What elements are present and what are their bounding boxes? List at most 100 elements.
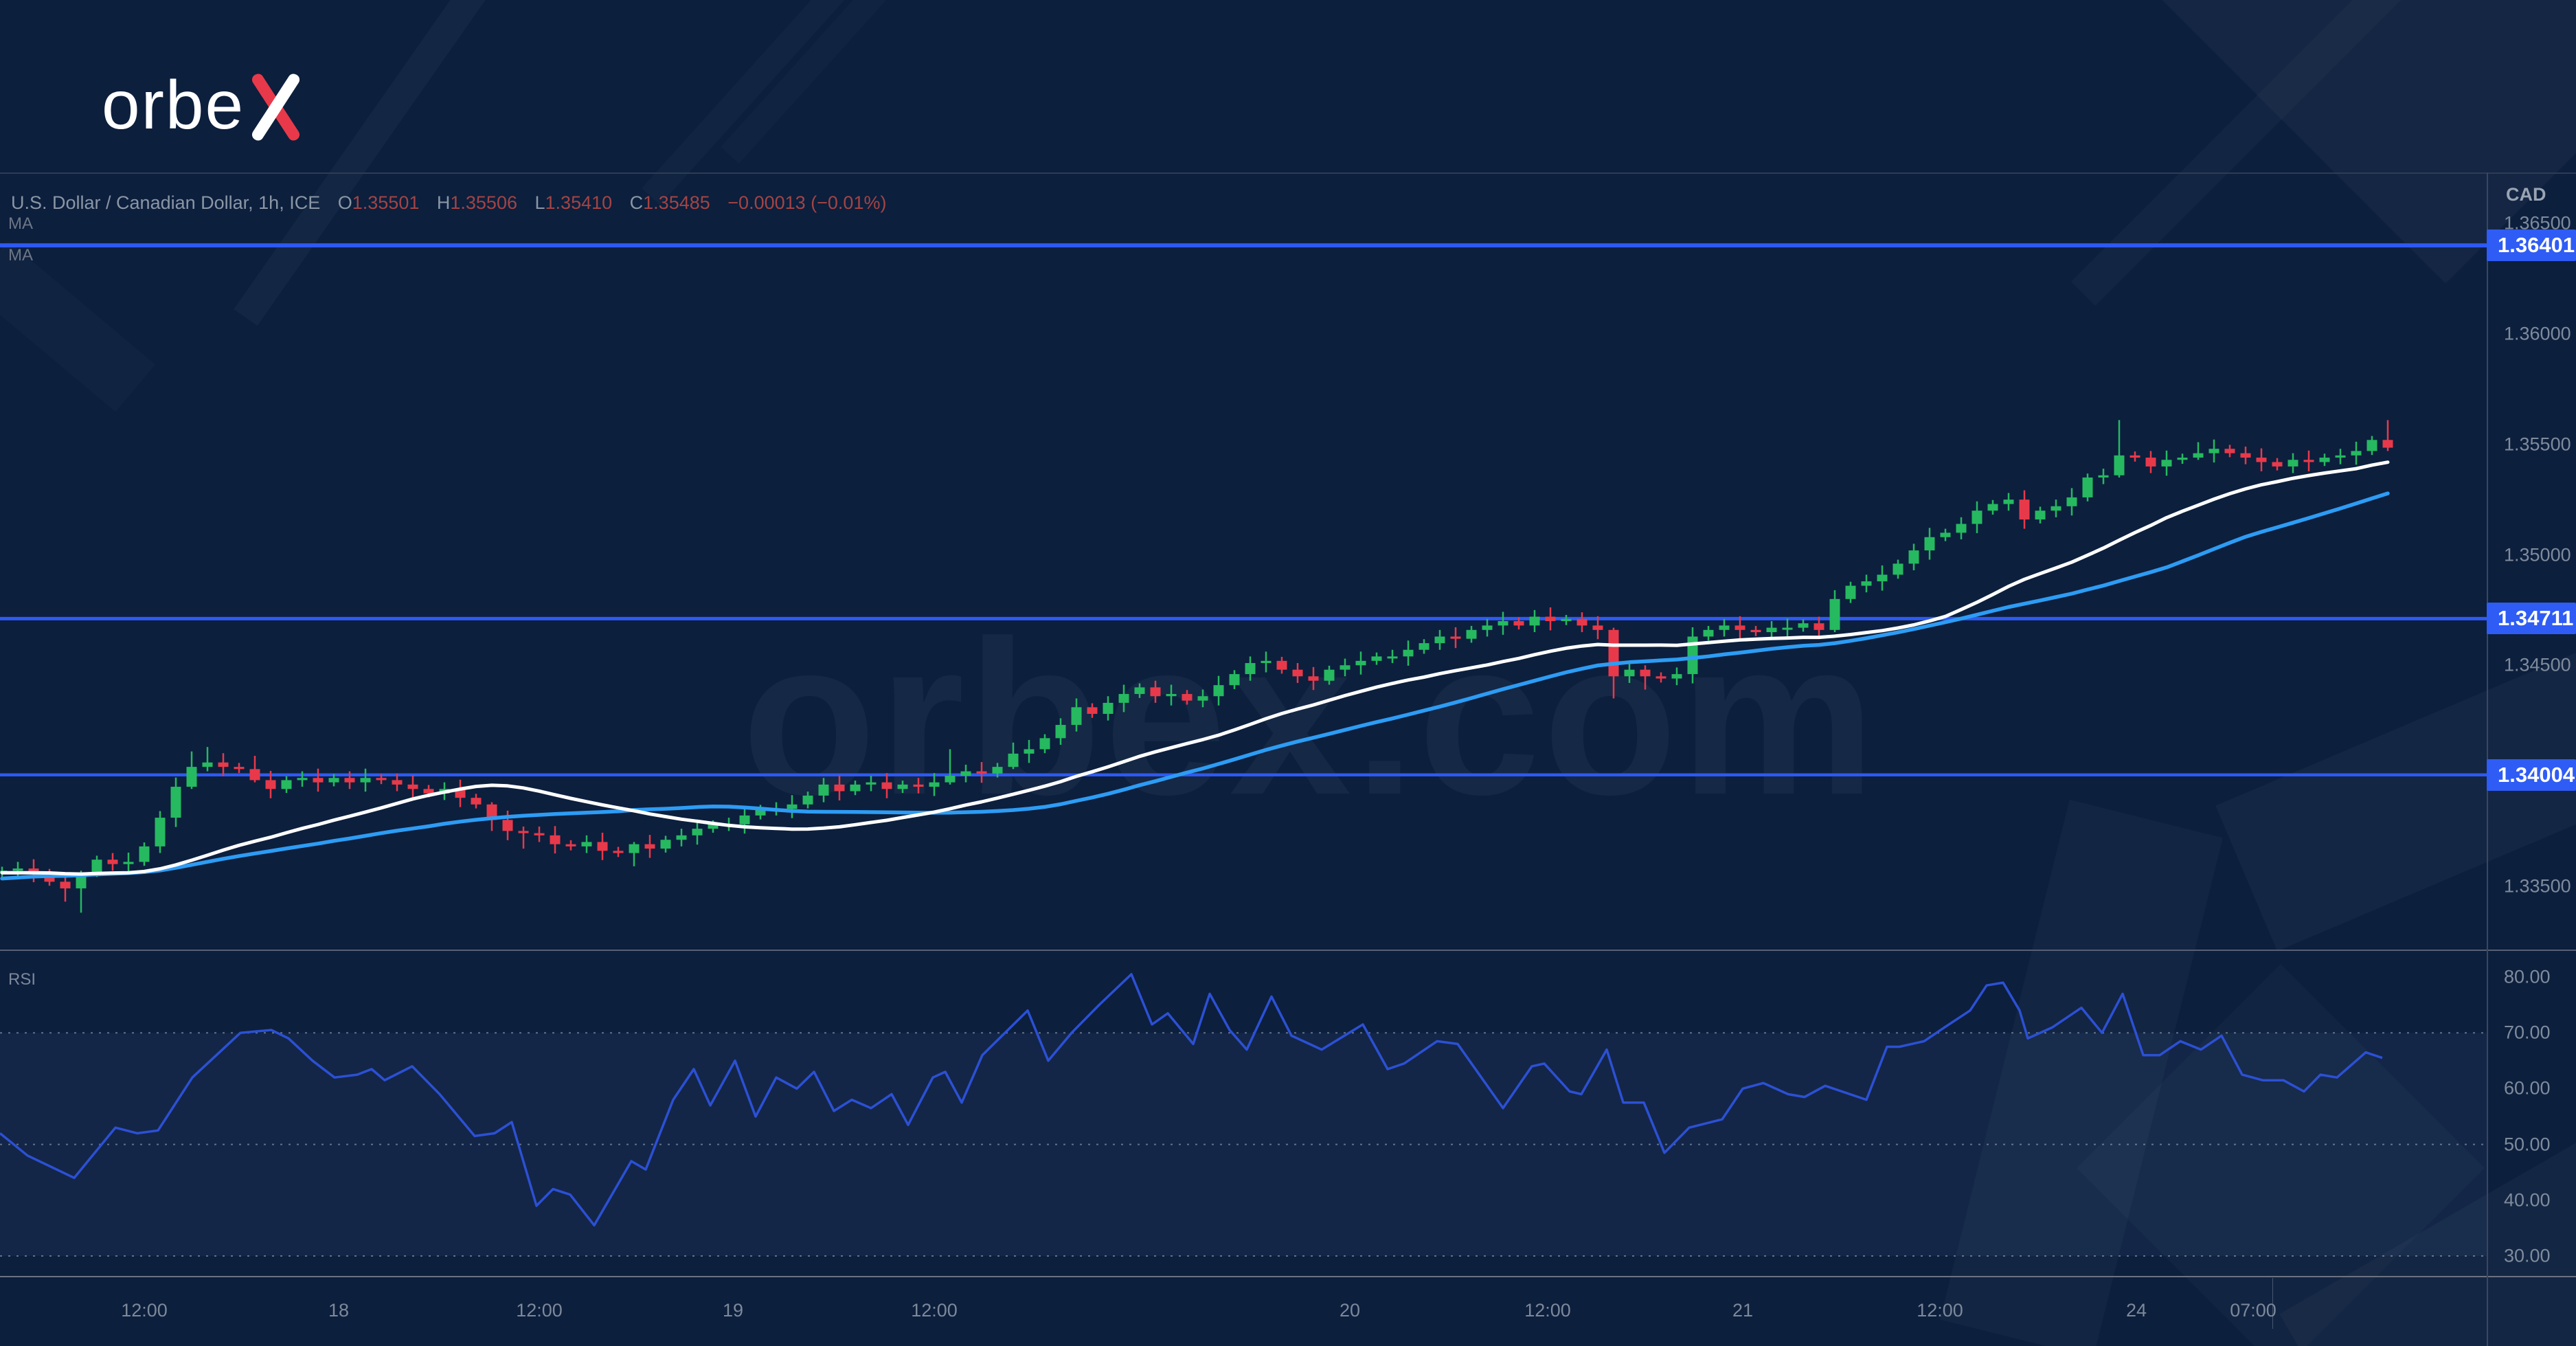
candle-body	[471, 798, 482, 805]
candle-body	[1213, 685, 1224, 697]
candle-body	[1403, 649, 1414, 657]
candle-body	[676, 835, 687, 840]
candle-body	[407, 784, 418, 789]
candle-body	[376, 778, 387, 781]
candle-body	[1845, 585, 1856, 599]
candle-body	[1482, 625, 1493, 630]
candle-body	[2256, 458, 2267, 462]
candle-body	[218, 762, 229, 767]
ma-legend-2[interactable]: MA	[8, 246, 33, 265]
time-tick: 24	[2125, 1300, 2147, 1321]
candle-body	[91, 860, 102, 873]
rsi-band	[0, 1033, 2487, 1256]
price-level-badge: 1.36401	[2487, 229, 2576, 261]
time-tick: 12:00	[516, 1300, 563, 1321]
candle-body	[1861, 581, 1872, 586]
candle-body	[2382, 440, 2393, 448]
time-axis-marker	[2272, 1278, 2273, 1329]
candle-body	[1134, 687, 1145, 695]
candle-body	[249, 769, 260, 781]
candle-body	[1782, 627, 1793, 630]
candle-body	[1166, 694, 1177, 697]
candle-body	[1798, 623, 1809, 628]
candle-body	[1008, 753, 1019, 767]
candle-body	[2019, 500, 2030, 520]
candle-body	[2366, 440, 2377, 451]
candle-body	[2240, 453, 2251, 458]
candle-body	[929, 782, 940, 787]
candle-body	[866, 782, 877, 785]
candle-body	[1971, 511, 1982, 524]
candle-body	[1498, 620, 1509, 626]
rsi-tick: 50.00	[2504, 1134, 2551, 1155]
time-tick: 21	[1732, 1300, 1754, 1321]
candle-body	[1577, 618, 1588, 626]
candle-body	[2129, 455, 2140, 458]
rsi-tick: 60.00	[2504, 1077, 2551, 1099]
candle-body	[60, 882, 71, 888]
candle-body	[581, 842, 592, 846]
symbol-title-bar[interactable]: U.S. Dollar / Canadian Dollar, 1h, ICE O…	[11, 192, 886, 214]
candle-body	[2145, 458, 2156, 467]
candle-body	[265, 780, 276, 789]
candle-body	[186, 767, 197, 787]
ma-legend-1[interactable]: MA	[8, 214, 33, 233]
candle-body	[2066, 497, 2077, 506]
candle-body	[1292, 669, 1303, 677]
candle-body	[1182, 694, 1193, 701]
candle-body	[1703, 629, 1714, 637]
pane-separator-main-rsi[interactable]	[0, 950, 2576, 951]
candle-body	[881, 782, 892, 789]
candle-body	[1592, 625, 1603, 630]
high-value: 1.35506	[450, 192, 517, 213]
candle-body	[1561, 618, 1572, 621]
candle-body	[234, 767, 245, 770]
low-label: L	[534, 192, 545, 213]
candle-body	[1687, 636, 1698, 675]
price-tick: 1.35000	[2504, 544, 2571, 565]
candle-body	[818, 784, 829, 796]
ma-line-blue	[0, 491, 2390, 881]
candle-body	[1987, 504, 1998, 511]
change-value: −0.00013 (−0.01%)	[727, 192, 887, 213]
candle-body	[1529, 616, 1540, 626]
price-tick: 1.33500	[2504, 875, 2571, 897]
candle-body	[1719, 625, 1730, 630]
candle-body	[2098, 475, 2109, 478]
candle-body	[1118, 694, 1129, 703]
candle-body	[1087, 707, 1098, 714]
candle-body	[1640, 669, 1651, 677]
time-tick: 12:00	[121, 1300, 168, 1321]
candle-body	[1245, 663, 1256, 675]
orbex-logo: orbe	[102, 66, 302, 145]
candle-body	[565, 844, 576, 846]
candle-body	[1419, 643, 1430, 650]
rsi-line	[0, 973, 2383, 1227]
rsi-tick: 70.00	[2504, 1022, 2551, 1043]
candle-body	[2224, 449, 2235, 453]
price-level-badge: 1.34004	[2487, 759, 2576, 791]
candle-body	[1766, 627, 1777, 633]
time-tick: 18	[328, 1300, 350, 1321]
candle-body	[12, 868, 23, 871]
rsi-legend[interactable]: RSI	[8, 970, 36, 989]
candle-body	[281, 780, 292, 789]
candle-body	[155, 818, 166, 846]
candle-body	[1671, 674, 1682, 679]
candle-body	[945, 776, 956, 783]
rsi-tick: 30.00	[2504, 1245, 2551, 1266]
candle-body	[834, 784, 845, 792]
candle-body	[1276, 660, 1287, 670]
candle-body	[518, 831, 529, 833]
price-tick: 1.36500	[2504, 212, 2571, 234]
candle-body	[1197, 696, 1208, 701]
ma-line-white	[0, 460, 2390, 876]
candle-body	[2035, 511, 2046, 520]
candle-body	[344, 778, 355, 783]
candle-body	[2050, 506, 2061, 511]
candle-body	[1071, 707, 1082, 726]
pane-separator-rsi-time[interactable]	[0, 1276, 2576, 1277]
candle-body	[613, 851, 624, 853]
candle-body	[787, 804, 798, 809]
